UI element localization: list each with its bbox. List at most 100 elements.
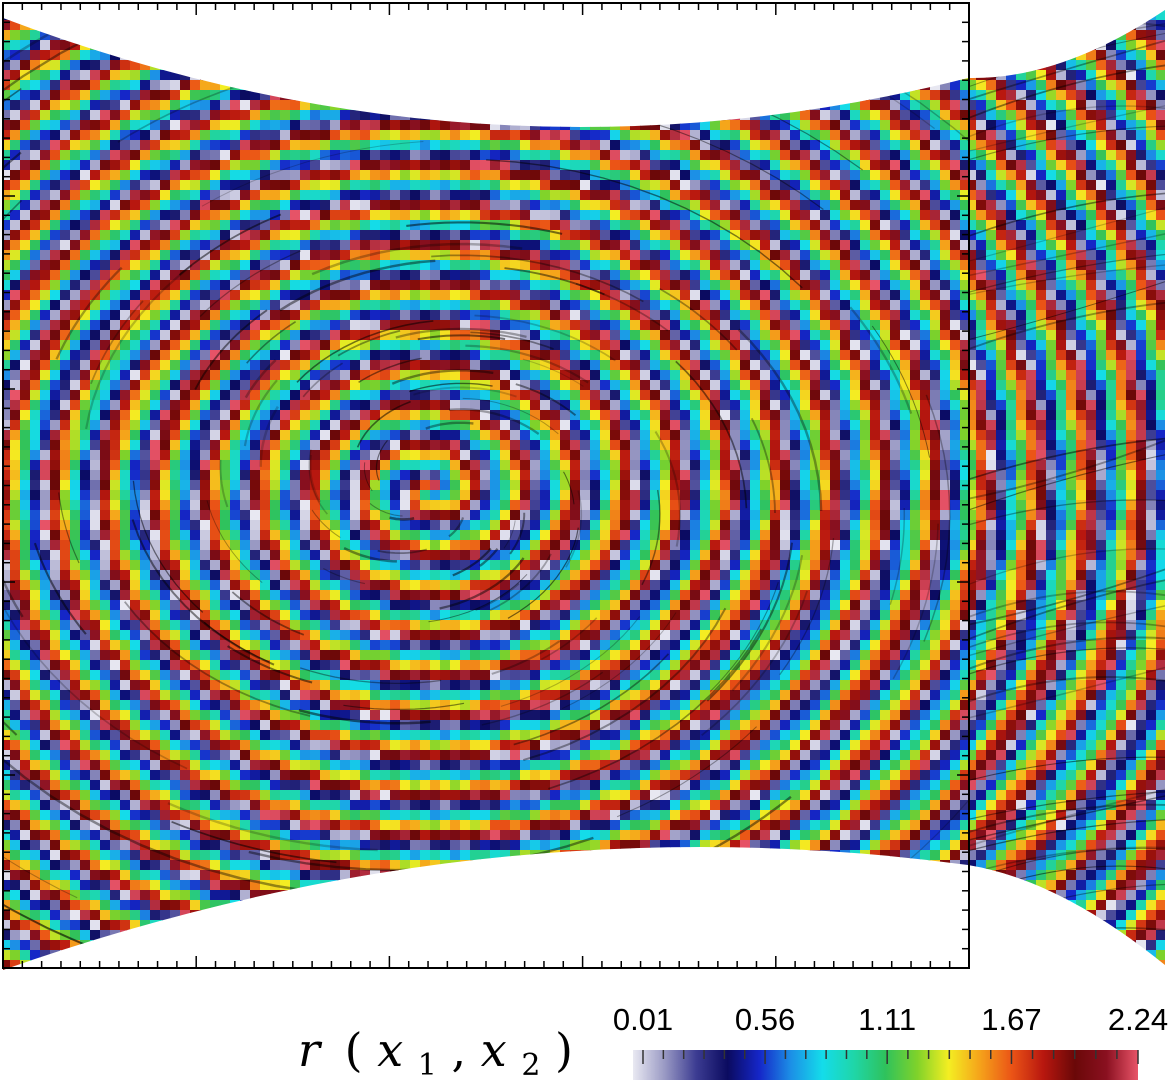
heatmap-cell (190, 510, 201, 521)
heatmap-cell (560, 270, 571, 281)
heatmap-cell (110, 430, 121, 441)
heatmap-cell (160, 210, 171, 221)
heatmap-cell (770, 150, 781, 161)
heatmap-cell (950, 240, 961, 251)
heatmap-cell (930, 400, 941, 411)
heatmap-cell (250, 290, 261, 301)
heatmap-cell (380, 230, 391, 241)
heatmap-cell (630, 18, 641, 21)
heatmap-cell (390, 20, 401, 31)
heatmap-cell (490, 60, 501, 71)
heatmap-cell (390, 310, 401, 321)
heatmap-cell (110, 290, 121, 301)
heatmap-cell (900, 60, 911, 71)
heatmap-cell (360, 230, 371, 241)
heatmap-cell (100, 400, 111, 411)
heatmap-cell (530, 430, 541, 441)
heatmap-cell (690, 190, 701, 201)
heatmap-cell (220, 140, 231, 151)
heatmap-cell (500, 490, 511, 501)
heatmap-cell (470, 490, 481, 501)
heatmap-cell (430, 70, 441, 81)
heatmap-cell (740, 380, 751, 391)
heatmap-cell (390, 200, 401, 211)
heatmap-cell (570, 50, 581, 61)
heatmap-cell (460, 50, 471, 61)
heatmap-cell (50, 0, 61, 11)
heatmap-cell (800, 70, 811, 81)
heatmap-cell (240, 260, 251, 271)
heatmap-cell (200, 50, 211, 61)
heatmap-cell (280, 270, 291, 281)
heatmap-cell (880, 60, 891, 71)
heatmap-cell (620, 350, 631, 361)
heatmap-cell (840, 210, 851, 221)
heatmap-cell (770, 260, 781, 271)
heatmap-cell (300, 400, 311, 411)
heatmap-cell (70, 110, 81, 121)
heatmap-cell (830, 240, 841, 251)
heatmap-cell (720, 130, 731, 141)
heatmap-cell (850, 470, 861, 481)
heatmap-cell (390, 190, 401, 201)
heatmap-cell (880, 350, 891, 361)
heatmap-cell (750, 110, 761, 121)
heatmap-cell (420, 50, 431, 61)
heatmap-cell (480, 40, 491, 51)
heatmap-cell (430, 390, 441, 401)
heatmap-cell (390, 0, 401, 11)
heatmap-cell (540, 370, 551, 381)
heatmap-cell (120, 470, 131, 481)
heatmap-cell (240, 180, 251, 191)
heatmap-cell (800, 300, 811, 311)
heatmap-cell (240, 200, 251, 211)
heatmap-cell (360, 40, 371, 51)
heatmap-cell (550, 50, 561, 61)
heatmap-cell (190, 480, 201, 491)
heatmap-cell (930, 100, 941, 111)
heatmap-cell (580, 320, 591, 331)
heatmap-cell (600, 470, 611, 481)
heatmap-cell (840, 370, 851, 381)
heatmap-cell (290, 490, 301, 501)
heatmap-cell (850, 440, 861, 451)
heatmap-cell (230, 320, 241, 331)
heatmap-cell (490, 470, 501, 481)
heatmap-cell (510, 0, 521, 11)
heatmap-cell (230, 250, 241, 261)
heatmap-cell (480, 50, 491, 61)
heatmap-cell (690, 390, 701, 401)
heatmap-cell (790, 220, 801, 231)
heatmap-cell (360, 400, 371, 411)
heatmap-cell (10, 300, 21, 311)
heatmap-cell (250, 230, 261, 241)
heatmap-cell (90, 450, 101, 461)
heatmap-cell (470, 60, 481, 71)
heatmap-cell (410, 310, 421, 321)
heatmap-cell (490, 460, 501, 471)
heatmap-cell (80, 510, 91, 521)
heatmap-cell (70, 270, 81, 281)
heatmap-cell (870, 350, 881, 361)
heatmap-cell (440, 400, 451, 411)
heatmap-cell (240, 470, 251, 481)
heatmap-cell (800, 390, 811, 401)
heatmap-cell (190, 270, 201, 281)
heatmap-cell (240, 100, 251, 111)
heatmap-cell (820, 20, 831, 31)
heatmap-cell (3, 440, 11, 451)
heatmap-cell (130, 260, 141, 271)
heatmap-cell (200, 260, 211, 271)
heatmap-cell (340, 220, 351, 231)
heatmap-cell (790, 290, 801, 301)
heatmap-cell (760, 60, 771, 71)
heatmap-cell (540, 18, 551, 21)
heatmap-cell (930, 450, 941, 461)
heatmap-cell (30, 80, 41, 91)
heatmap-cell (730, 500, 741, 511)
heatmap-cell (700, 30, 711, 41)
heatmap-cell (270, 400, 281, 411)
heatmap-cell (20, 210, 31, 221)
heatmap-cell (920, 120, 931, 131)
heatmap-cell (90, 340, 101, 351)
